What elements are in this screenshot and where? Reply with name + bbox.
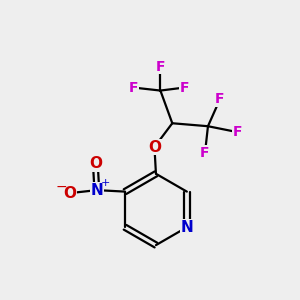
Text: F: F (233, 125, 242, 139)
Text: F: F (179, 81, 189, 94)
Text: O: O (64, 186, 76, 201)
Text: F: F (200, 146, 210, 160)
Text: O: O (148, 140, 161, 154)
Text: F: F (129, 81, 138, 94)
Text: −: − (55, 180, 67, 194)
Text: N: N (90, 183, 103, 198)
Text: F: F (215, 92, 225, 106)
Text: N: N (181, 220, 193, 235)
Text: F: F (156, 60, 165, 74)
Text: +: + (100, 178, 110, 188)
Text: O: O (89, 156, 102, 171)
